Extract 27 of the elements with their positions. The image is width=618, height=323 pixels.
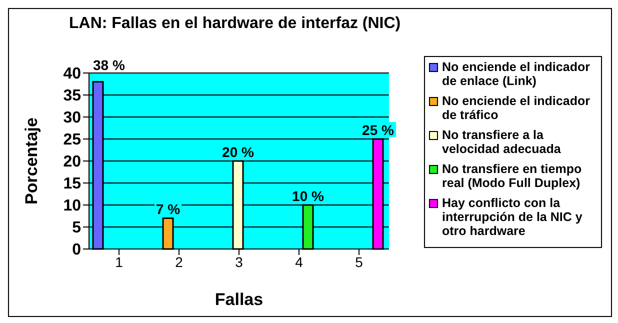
x-tick-label: 3 <box>235 254 244 270</box>
x-tick-label: 5 <box>355 254 364 270</box>
y-tick-label: 25 <box>63 132 82 149</box>
data-label: 38 % <box>93 57 126 73</box>
y-tick-label: 30 <box>63 110 82 127</box>
legend-label: No transfiere a la velocidad adecuada <box>442 128 562 156</box>
data-label: 7 % <box>156 201 181 218</box>
y-axis-title: Porcentaje <box>22 118 42 204</box>
y-tick-label: 10 <box>63 198 82 215</box>
x-tick-label: 2 <box>175 254 184 270</box>
chart-title: LAN: Fallas en el hardware de interfaz (NIC) <box>69 15 401 33</box>
data-label: 10 % <box>292 188 324 204</box>
legend-label: No enciende el indicador de tráfico <box>442 94 591 122</box>
legend-label: No transfiere en tiempo real (Modo Full Duplex) <box>442 162 583 190</box>
y-tick-label: 15 <box>63 176 82 193</box>
legend-label: No enciende el indicador de enlace (Link) <box>442 60 591 88</box>
data-label: 25 % <box>362 122 394 138</box>
x-tick-label: 1 <box>115 254 124 270</box>
x-axis-title: Fallas <box>214 290 264 309</box>
y-tick-label: 5 <box>72 220 82 237</box>
data-label: 20 % <box>222 144 254 160</box>
y-tick-label: 40 <box>63 66 82 83</box>
y-tick-label: 35 <box>63 88 82 105</box>
legend-label: Hay conflicto con la interrupción de la NIC y otro hardware <box>442 196 584 238</box>
y-tick-label: 0 <box>72 242 82 259</box>
y-tick-label: 20 <box>63 154 82 171</box>
x-tick-label: 4 <box>295 254 304 270</box>
